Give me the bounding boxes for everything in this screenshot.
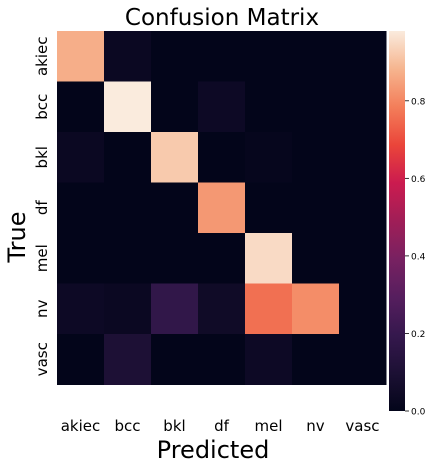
heatmap-cell-vasc-bkl: [151, 334, 199, 385]
heatmap-cell-mel-bcc: [104, 233, 152, 284]
heatmap-cell-bkl-bkl: [151, 132, 199, 183]
y-tick-labels: akiec bcc bkl df mel nv vasc: [33, 36, 51, 376]
x-tick-label: bkl: [163, 417, 185, 435]
heatmap-cell-mel-mel: [245, 233, 293, 284]
heatmap-cell-akiec-mel: [245, 31, 293, 82]
chart-title: Confusion Matrix: [125, 5, 319, 31]
heatmap-cell-bkl-akiec: [57, 132, 105, 183]
heatmap-cell-vasc-bcc: [104, 334, 152, 385]
heatmap-cell-nv-nv: [292, 283, 340, 335]
x-axis-label: Predicted: [157, 436, 270, 464]
colorbar-tick-label: 0.6: [411, 175, 426, 185]
heatmap-cell-nv-akiec: [57, 283, 105, 335]
heatmap-cell-mel-akiec: [57, 233, 105, 284]
heatmap-cell-vasc-vasc: [339, 334, 387, 385]
heatmap-cell-mel-df: [198, 233, 246, 284]
x-tick-label: mel: [254, 417, 282, 435]
heatmap-cell-bcc-df: [198, 81, 246, 133]
heatmap-cell-df-nv: [292, 182, 340, 234]
heatmap-cell-mel-nv: [292, 233, 340, 284]
heatmap-cell-df-bkl: [151, 182, 199, 234]
y-tick-label: akiec: [33, 36, 51, 76]
heatmap-cell-mel-bkl: [151, 233, 199, 284]
heatmap-cell-bcc-mel: [245, 81, 293, 133]
x-tick-label: df: [214, 417, 230, 435]
heatmap-cell-df-akiec: [57, 182, 105, 234]
heatmap-cell-akiec-vasc: [339, 31, 387, 82]
heatmap-cell-vasc-mel: [245, 334, 293, 385]
heatmap-cell-df-vasc: [339, 182, 387, 234]
heatmap-cell-akiec-akiec: [57, 31, 105, 82]
heatmap-cell-bcc-akiec: [57, 81, 105, 133]
heatmap-cell-bcc-vasc: [339, 81, 387, 133]
heatmap-cell-bkl-vasc: [339, 132, 387, 183]
heatmap-cell-akiec-bkl: [151, 31, 199, 82]
x-tick-label: akiec: [61, 417, 101, 435]
heatmap-cell-bkl-mel: [245, 132, 293, 183]
colorbar-ticks: 0.0 0.2 0.4 0.6 0.8: [405, 97, 426, 418]
heatmap-cell-mel-vasc: [339, 233, 387, 284]
heatmap-cell-bkl-df: [198, 132, 246, 183]
colorbar-tick-label: 0.2: [411, 330, 425, 340]
heatmap-cell-akiec-bcc: [104, 31, 152, 82]
y-tick-label: vasc: [33, 342, 51, 376]
colorbar-tick-label: 0.8: [411, 97, 426, 107]
y-tick-label: nv: [33, 299, 51, 318]
heatmap-cell-bcc-nv: [292, 81, 340, 133]
heatmap-cell-nv-mel: [245, 283, 293, 335]
heatmap-cell-bkl-nv: [292, 132, 340, 183]
y-tick-label: df: [33, 200, 51, 216]
heatmap-cell-df-df: [198, 182, 246, 234]
y-tick-label: bkl: [33, 146, 51, 168]
heatmap-cell-akiec-nv: [292, 31, 340, 82]
heatmap-cell-nv-bcc: [104, 283, 152, 335]
colorbar: [389, 31, 405, 411]
heatmap-cell-nv-vasc: [339, 283, 387, 335]
heatmap-cell-vasc-df: [198, 334, 246, 385]
heatmap-cells: [57, 31, 387, 385]
heatmap-cell-df-mel: [245, 182, 293, 234]
x-tick-label: bcc: [114, 417, 140, 435]
heatmap-cell-bkl-bcc: [104, 132, 152, 183]
colorbar-tick-label: 0.0: [411, 408, 426, 418]
heatmap-cell-df-bcc: [104, 182, 152, 234]
y-tick-label: mel: [33, 244, 51, 272]
x-tick-labels: akiec bcc bkl df mel nv vasc: [61, 417, 380, 435]
y-axis-label: True: [3, 212, 31, 264]
heatmap-cell-nv-bkl: [151, 283, 199, 335]
heatmap-cell-bcc-bcc: [104, 81, 152, 133]
y-tick-label: bcc: [33, 94, 51, 120]
heatmap-cell-vasc-nv: [292, 334, 340, 385]
x-tick-label: nv: [306, 417, 325, 435]
x-tick-label: vasc: [345, 417, 379, 435]
heatmap-cell-vasc-akiec: [57, 334, 105, 385]
heatmap-cell-bcc-bkl: [151, 81, 199, 133]
colorbar-tick-label: 0.4: [411, 252, 426, 262]
heatmap-cell-akiec-df: [198, 31, 246, 82]
heatmap-cell-nv-df: [198, 283, 246, 335]
